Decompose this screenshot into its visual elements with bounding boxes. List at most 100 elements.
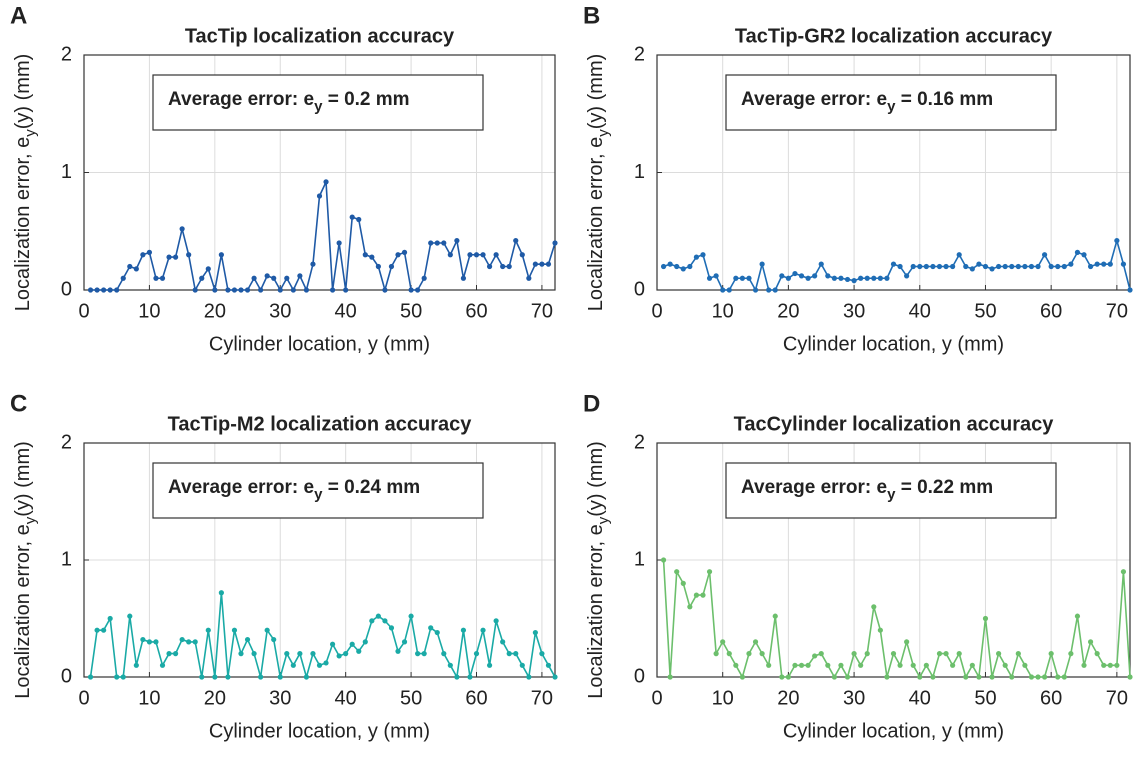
data-point xyxy=(1035,263,1041,270)
data-point xyxy=(401,249,408,255)
x-tick-label: 20 xyxy=(204,300,226,322)
data-point xyxy=(706,275,713,281)
text-part: Average error: e xyxy=(741,89,887,110)
x-axis-label: Cylinder location, y (mm) xyxy=(209,720,430,742)
data-point xyxy=(818,261,824,267)
data-point xyxy=(713,273,719,279)
data-point xyxy=(225,674,231,680)
data-point xyxy=(1028,674,1035,680)
x-tick-label: 60 xyxy=(465,687,487,709)
data-point xyxy=(943,651,949,657)
x-tick-label: 30 xyxy=(843,300,865,322)
data-point xyxy=(1107,662,1113,668)
data-point xyxy=(687,263,693,270)
data-point xyxy=(1127,287,1133,293)
annotation: Average error: ey = 0.24 mm xyxy=(168,477,420,503)
data-point xyxy=(851,278,857,284)
data-point xyxy=(1101,662,1107,668)
annotation-box xyxy=(725,462,1057,519)
data-point xyxy=(532,261,538,267)
data-point xyxy=(362,252,368,258)
data-point xyxy=(838,662,844,668)
data-point xyxy=(114,674,120,680)
data-point xyxy=(441,240,447,246)
data-point xyxy=(290,287,296,293)
annotation: Average error: ey = 0.2 mm xyxy=(168,89,410,115)
data-point xyxy=(1015,651,1021,657)
data-point xyxy=(375,263,381,270)
data-point xyxy=(428,240,434,246)
x-tick-label: 0 xyxy=(78,687,89,709)
data-point xyxy=(428,625,434,631)
y-axis-label: Localization error, ey(y) (mm) xyxy=(585,441,612,699)
x-tick-label: 60 xyxy=(1040,300,1062,322)
data-point xyxy=(480,252,486,258)
data-point xyxy=(1002,662,1008,668)
chart-title: TacTip-GR2 localization accuracy xyxy=(735,25,1053,47)
data-point xyxy=(513,651,519,657)
x-tick-label: 0 xyxy=(651,687,662,709)
data-point xyxy=(1081,662,1087,668)
data-point xyxy=(1022,662,1028,668)
data-point xyxy=(87,674,94,680)
text-part: Average error: e xyxy=(741,477,887,498)
data-point xyxy=(231,287,238,293)
data-point xyxy=(323,179,329,185)
data-point xyxy=(1127,674,1133,680)
x-tick-label: 40 xyxy=(909,300,931,322)
data-point xyxy=(388,263,395,270)
y-tick-label: 1 xyxy=(634,161,645,183)
x-tick-label: 50 xyxy=(400,687,422,709)
data-point xyxy=(720,639,726,645)
data-point xyxy=(231,627,238,633)
data-point xyxy=(225,287,231,293)
x-tick-label: 20 xyxy=(204,687,226,709)
panel-label: B xyxy=(583,2,600,29)
data-point xyxy=(382,618,388,624)
data-point xyxy=(825,662,831,668)
data-point xyxy=(329,287,336,293)
data-point xyxy=(1041,252,1048,258)
data-point xyxy=(930,263,936,270)
data-point xyxy=(739,674,746,680)
data-point xyxy=(930,674,936,680)
data-point xyxy=(982,615,989,622)
data-point xyxy=(1094,261,1100,267)
data-point xyxy=(441,651,447,657)
data-point xyxy=(486,662,493,668)
data-point xyxy=(369,618,375,624)
panel-label: D xyxy=(583,390,600,417)
data-point xyxy=(752,287,759,293)
y-axis-label: Localization error, ey(y) (mm) xyxy=(12,441,39,699)
data-point xyxy=(264,627,270,633)
data-point xyxy=(1101,261,1107,267)
x-tick-label: 0 xyxy=(651,300,662,322)
data-point xyxy=(205,627,211,633)
data-point xyxy=(329,641,336,647)
data-point xyxy=(1074,249,1081,255)
data-point xyxy=(871,604,877,610)
data-point xyxy=(1035,674,1041,680)
data-point xyxy=(94,627,100,633)
annotation-box xyxy=(725,74,1057,131)
x-tick-label: 20 xyxy=(777,300,799,322)
data-point xyxy=(831,674,837,680)
annotation-box xyxy=(152,462,484,519)
x-tick-label: 60 xyxy=(465,300,487,322)
data-point xyxy=(1114,238,1120,244)
data-point xyxy=(146,639,153,645)
data-point xyxy=(454,674,460,680)
data-point xyxy=(133,266,139,272)
text-part: = 0.24 mm xyxy=(322,477,420,498)
data-point xyxy=(316,193,323,199)
text-part: Localization error, e xyxy=(12,137,34,312)
data-point xyxy=(356,648,362,654)
annotation-box xyxy=(152,74,484,131)
data-point xyxy=(936,263,943,270)
data-point xyxy=(199,674,205,680)
axes-box xyxy=(656,442,1131,678)
data-point xyxy=(858,662,864,668)
data-point xyxy=(976,674,982,680)
data-point xyxy=(812,653,818,659)
data-point xyxy=(408,613,414,619)
